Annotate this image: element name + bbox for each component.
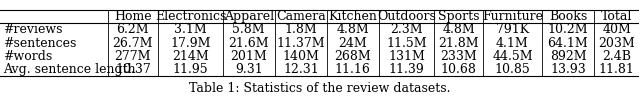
Text: 11.16: 11.16 (335, 63, 371, 76)
Text: Table 1: Statistics of the review datasets.: Table 1: Statistics of the review datase… (189, 82, 451, 95)
Text: Total: Total (601, 10, 632, 23)
Text: 1.8M: 1.8M (284, 23, 317, 36)
Text: 17.9M: 17.9M (170, 37, 211, 50)
Text: #words: #words (3, 50, 52, 63)
Text: 40M: 40M (602, 23, 631, 36)
Text: 21.8M: 21.8M (438, 37, 479, 50)
Text: 10.37: 10.37 (115, 63, 151, 76)
Text: 13.93: 13.93 (550, 63, 586, 76)
Text: 203M: 203M (598, 37, 635, 50)
Text: 44.5M: 44.5M (492, 50, 532, 63)
Text: 24M: 24M (339, 37, 367, 50)
Text: #sentences: #sentences (3, 37, 77, 50)
Text: Camera: Camera (276, 10, 326, 23)
Text: 4.8M: 4.8M (337, 23, 369, 36)
Text: 214M: 214M (172, 50, 209, 63)
Text: 201M: 201M (230, 50, 267, 63)
Text: Home: Home (114, 10, 152, 23)
Text: 5.8M: 5.8M (232, 23, 265, 36)
Text: 131M: 131M (388, 50, 425, 63)
Text: 791K: 791K (496, 23, 529, 36)
Text: 4.1M: 4.1M (496, 37, 529, 50)
Text: Kitchen: Kitchen (328, 10, 378, 23)
Text: 10.85: 10.85 (495, 63, 531, 76)
Text: #reviews: #reviews (3, 23, 63, 36)
Text: 21.6M: 21.6M (228, 37, 269, 50)
Text: Sports: Sports (438, 10, 479, 23)
Text: 277M: 277M (115, 50, 151, 63)
Text: 2.4B: 2.4B (602, 50, 631, 63)
Text: 4.8M: 4.8M (442, 23, 475, 36)
Text: 10.68: 10.68 (441, 63, 477, 76)
Text: Furniture: Furniture (482, 10, 543, 23)
Text: 11.5M: 11.5M (387, 37, 427, 50)
Text: Books: Books (549, 10, 587, 23)
Text: 233M: 233M (440, 50, 477, 63)
Text: 892M: 892M (550, 50, 586, 63)
Text: 64.1M: 64.1M (548, 37, 588, 50)
Text: 11.81: 11.81 (598, 63, 634, 76)
Text: Apparel: Apparel (224, 10, 274, 23)
Text: Electronics: Electronics (155, 10, 226, 23)
Text: 3.1M: 3.1M (174, 23, 207, 36)
Text: 11.95: 11.95 (173, 63, 208, 76)
Text: 140M: 140M (282, 50, 319, 63)
Text: 6.2M: 6.2M (116, 23, 149, 36)
Text: 11.37M: 11.37M (276, 37, 325, 50)
Text: 12.31: 12.31 (283, 63, 319, 76)
Text: 268M: 268M (335, 50, 371, 63)
Text: 11.39: 11.39 (388, 63, 424, 76)
Text: Outdoors: Outdoors (377, 10, 436, 23)
Text: 26.7M: 26.7M (113, 37, 153, 50)
Text: 9.31: 9.31 (235, 63, 262, 76)
Text: Avg. sentence length: Avg. sentence length (3, 63, 136, 76)
Text: 2.3M: 2.3M (390, 23, 423, 36)
Text: 10.2M: 10.2M (548, 23, 588, 36)
